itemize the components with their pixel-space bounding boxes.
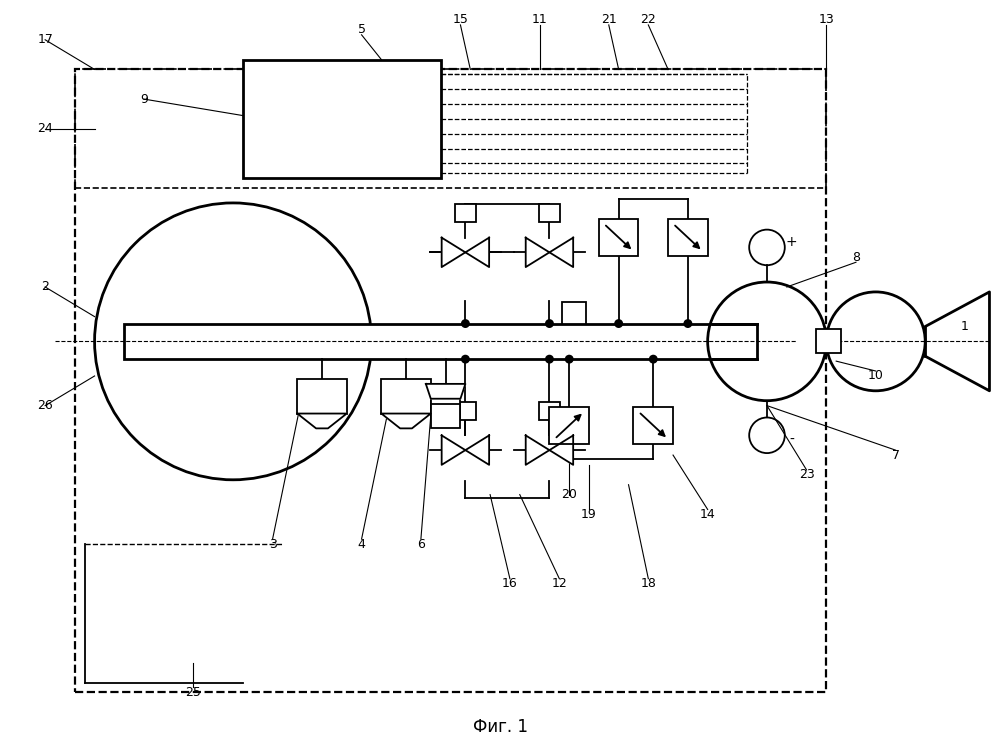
Text: 21: 21 xyxy=(601,13,617,27)
Text: -: - xyxy=(789,433,794,448)
Bar xyxy=(668,219,708,257)
Bar xyxy=(431,404,460,428)
Bar xyxy=(539,204,560,222)
Text: 7: 7 xyxy=(892,448,900,462)
Text: 1: 1 xyxy=(961,320,969,333)
Polygon shape xyxy=(297,413,347,428)
Text: +: + xyxy=(786,236,798,249)
Bar xyxy=(75,69,826,692)
Bar xyxy=(816,330,841,353)
Polygon shape xyxy=(549,238,573,267)
Polygon shape xyxy=(526,238,549,267)
Circle shape xyxy=(649,354,658,363)
Text: 20: 20 xyxy=(561,488,577,501)
Text: 6: 6 xyxy=(417,538,425,551)
Text: 17: 17 xyxy=(37,34,53,46)
Polygon shape xyxy=(442,436,465,465)
Circle shape xyxy=(461,354,470,363)
Bar xyxy=(124,324,757,359)
Bar xyxy=(381,379,431,413)
Bar xyxy=(431,384,460,419)
Bar xyxy=(75,69,826,188)
Text: 22: 22 xyxy=(640,13,656,27)
Text: 12: 12 xyxy=(551,577,567,590)
Text: 8: 8 xyxy=(852,251,860,264)
Text: 9: 9 xyxy=(140,93,148,106)
Bar xyxy=(633,407,673,444)
Text: 4: 4 xyxy=(358,538,366,551)
Bar xyxy=(599,219,638,257)
Text: 13: 13 xyxy=(818,13,834,27)
Text: 2: 2 xyxy=(41,280,49,293)
Bar xyxy=(539,402,560,419)
Text: 3: 3 xyxy=(269,538,277,551)
Text: 11: 11 xyxy=(532,13,547,27)
Circle shape xyxy=(461,319,470,328)
Text: 19: 19 xyxy=(581,508,597,521)
Bar xyxy=(455,402,476,419)
Bar xyxy=(455,204,476,222)
Bar xyxy=(243,60,441,178)
Text: Фиг. 1: Фиг. 1 xyxy=(473,718,528,736)
Polygon shape xyxy=(426,384,465,398)
Circle shape xyxy=(565,354,574,363)
Circle shape xyxy=(683,319,692,328)
Bar xyxy=(549,407,589,444)
Polygon shape xyxy=(526,436,549,465)
Polygon shape xyxy=(465,436,489,465)
Circle shape xyxy=(545,354,554,363)
Text: 15: 15 xyxy=(453,13,468,27)
Bar xyxy=(297,379,347,413)
Text: 14: 14 xyxy=(700,508,716,521)
Circle shape xyxy=(545,319,554,328)
Text: 24: 24 xyxy=(37,122,53,135)
Text: 16: 16 xyxy=(502,577,518,590)
Polygon shape xyxy=(381,413,431,428)
Text: 5: 5 xyxy=(358,23,366,37)
Text: 10: 10 xyxy=(868,369,884,383)
Bar xyxy=(562,302,586,324)
Text: 23: 23 xyxy=(799,468,814,481)
Polygon shape xyxy=(549,436,573,465)
Polygon shape xyxy=(442,238,465,267)
Text: 25: 25 xyxy=(186,686,201,699)
Text: 26: 26 xyxy=(37,399,53,412)
Polygon shape xyxy=(465,238,489,267)
Circle shape xyxy=(614,319,623,328)
Text: 18: 18 xyxy=(640,577,656,590)
